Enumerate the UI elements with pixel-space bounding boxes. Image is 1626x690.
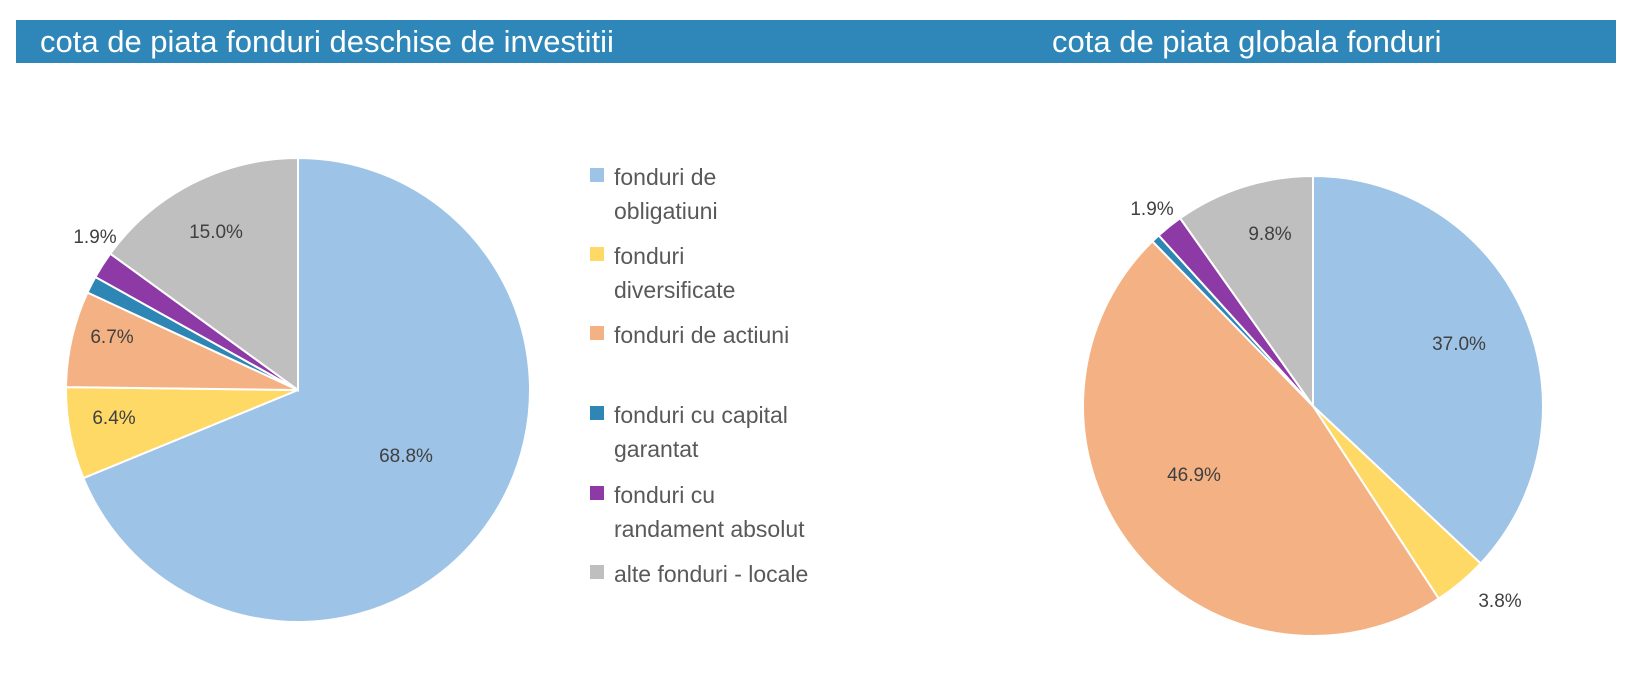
pie-chart-left: 68.8% 6.4% 6.7% 1.9% 15.0% xyxy=(65,156,531,623)
header-bar: cota de piata fonduri deschise de invest… xyxy=(16,20,1616,63)
legend-label: fonduri cu capital garantat xyxy=(614,402,788,462)
legend-swatch xyxy=(590,326,604,340)
data-label: 6.7% xyxy=(90,327,133,348)
pie-slice-fonduri-de-obligatiuni xyxy=(1312,174,1544,565)
legend-swatch xyxy=(590,168,604,182)
legend-label: alte fonduri - locale xyxy=(614,561,809,587)
legend-swatch xyxy=(590,406,604,420)
pie-slice-fonduri-de-actiuni xyxy=(1082,239,1441,637)
legend-swatch xyxy=(590,565,604,579)
chart-title-right: cota de piata globala fonduri xyxy=(1052,24,1442,59)
legend-label: fonduri cu randament absolut xyxy=(614,482,805,542)
legend-swatch xyxy=(590,247,604,261)
data-label: 46.9% xyxy=(1167,465,1221,486)
data-label: 15.0% xyxy=(189,222,243,243)
pie-chart-right: 37.0% 3.8% 46.9% 1.9% 9.8% xyxy=(1082,174,1544,637)
data-label: 68.8% xyxy=(379,446,433,467)
data-label: 3.8% xyxy=(1478,591,1521,612)
legend-label: fonduri de obligatiuni xyxy=(614,164,718,224)
data-label: 1.9% xyxy=(1130,199,1173,220)
legend-swatch xyxy=(590,486,604,500)
pie-slice-fonduri-de-obligatiuni xyxy=(82,156,531,623)
chart-title-left: cota de piata fonduri deschise de invest… xyxy=(40,24,614,59)
legend-label: fonduri de actiuni xyxy=(614,322,790,348)
legend-label: fonduri diversificate xyxy=(614,243,736,303)
pie-slice-alte-fonduri-locale xyxy=(1178,174,1314,410)
data-label: 1.9% xyxy=(73,227,116,248)
pie-slice-alte-fonduri-locale xyxy=(108,156,299,392)
data-label: 37.0% xyxy=(1432,334,1486,355)
data-label: 6.4% xyxy=(92,408,135,429)
data-label: 9.8% xyxy=(1248,224,1291,245)
